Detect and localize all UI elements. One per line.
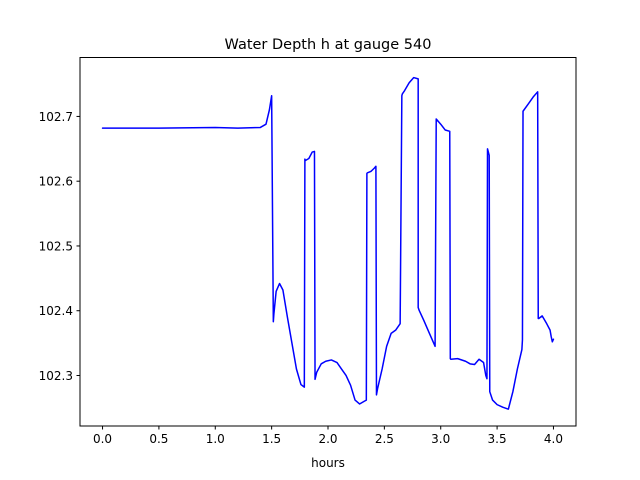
x-axis-label: hours [311, 456, 345, 470]
y-tick-label: 102.5 [39, 239, 73, 253]
x-tick-label: 2.5 [375, 432, 394, 446]
plot-area [101, 76, 555, 410]
y-tick-label: 102.3 [39, 369, 73, 383]
x-tick-label: 3.0 [431, 432, 450, 446]
x-tick-label: 0.0 [93, 432, 112, 446]
x-tick-label: 4.0 [544, 432, 563, 446]
x-tick-label: 1.5 [262, 432, 281, 446]
x-tick-label: 0.5 [149, 432, 168, 446]
y-tick-label: 102.4 [39, 304, 73, 318]
chart-title: Water Depth h at gauge 540 [225, 37, 432, 53]
x-tick-label: 1.0 [206, 432, 225, 446]
x-tick-label: 3.5 [488, 432, 507, 446]
series-line-0 [101, 76, 555, 410]
y-tick-label: 102.6 [39, 175, 73, 189]
axes-frame [79, 57, 577, 427]
y-tick-label: 102.7 [39, 110, 73, 124]
x-axis-ticks: 0.0 0.5 1.0 1.5 2.0 2.5 3.0 3.5 4.0 [93, 426, 563, 446]
x-tick-label: 2.0 [318, 432, 337, 446]
y-axis-ticks: 102.3 102.4 102.5 102.6 102.7 [39, 110, 80, 383]
